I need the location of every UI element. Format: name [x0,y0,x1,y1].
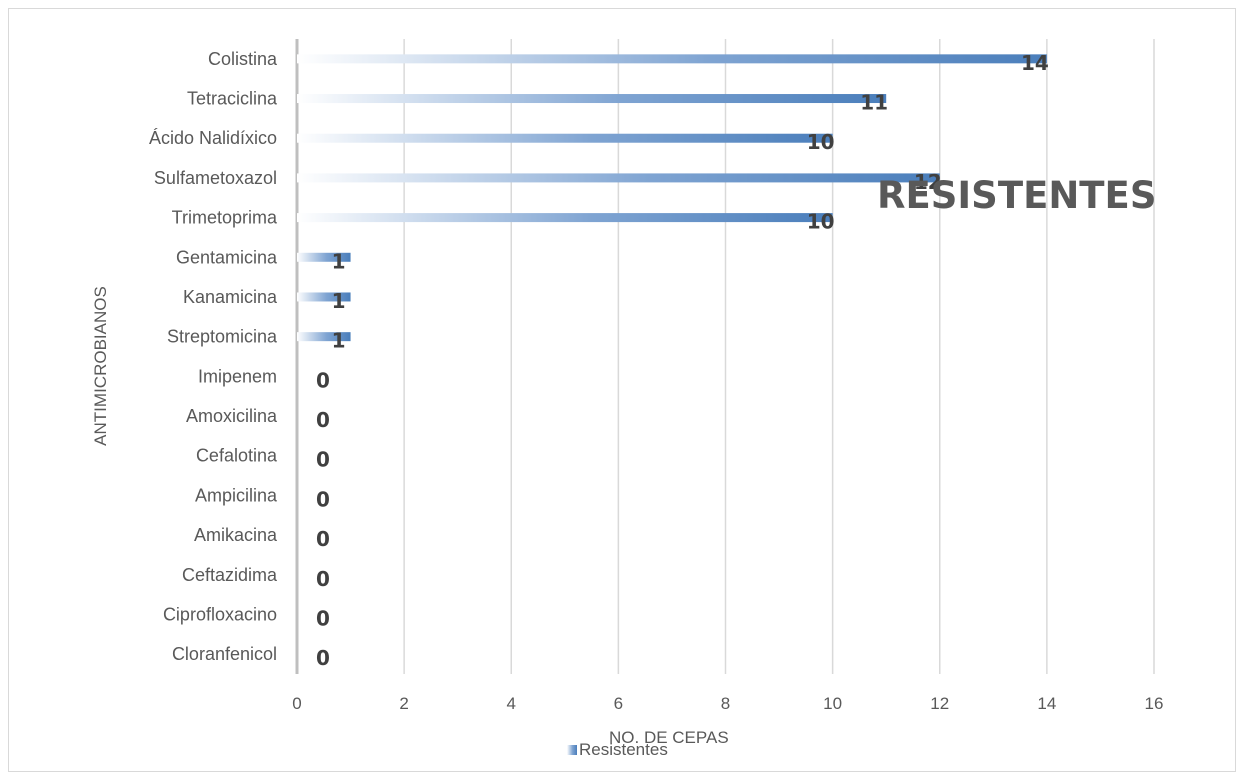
data-label: 0 [316,448,330,472]
bar [297,332,351,342]
x-tick-label: 14 [1037,694,1056,713]
category-label: Imipenem [198,366,277,386]
data-label: 1 [332,289,346,313]
data-label: 0 [316,646,330,670]
category-label: Sulfametoxazol [154,168,277,188]
data-label: 11 [860,91,888,115]
category-label: Tetraciclina [187,89,278,109]
category-label: Cloranfenicol [172,644,277,664]
category-label: Ceftazidima [182,565,278,585]
data-label: 12 [914,170,942,194]
data-label: 0 [316,487,330,511]
x-axis-title: NO. DE CEPAS [609,728,729,747]
legend-swatch [567,745,577,755]
bar [297,133,833,143]
y-axis-title: ANTIMICROBIANOS [91,286,110,446]
data-label: 14 [1021,51,1049,75]
data-label: 10 [807,130,835,154]
x-tick-label: 0 [292,694,301,713]
legend-label: Resistentes [579,740,668,759]
bar [297,252,351,262]
bar [297,292,351,302]
data-label: 0 [316,368,330,392]
category-label: Ampicilina [195,485,278,505]
x-tick-label: 6 [614,694,623,713]
bar [297,54,1047,64]
gridlines [295,39,1155,674]
data-label: 0 [316,408,330,432]
category-label: Ciprofloxacino [163,604,277,624]
category-label: Trimetoprima [172,208,278,228]
data-label: 1 [332,249,346,273]
category-label: Colistina [208,49,278,69]
category-label: Cefalotina [196,446,278,466]
bar [297,94,887,104]
bar [297,213,833,223]
chart-area: Colistina Tetraciclina Ácido Nalidíxico Sul… [8,8,1236,772]
x-tick-label: 16 [1145,694,1164,713]
x-tick-label: 4 [507,694,516,713]
x-tick-label: 2 [399,694,408,713]
bar-chart: Colistina Tetraciclina Ácido Nalidíxico Sul… [91,39,1163,759]
data-label: 10 [807,210,835,234]
data-label: 0 [316,606,330,630]
x-tick-label: 10 [823,694,842,713]
legend: Resistentes [567,740,668,759]
x-tick-labels: 0 2 4 6 8 10 12 14 16 [292,694,1163,713]
category-label: Amoxicilina [186,406,278,426]
x-tick-label: 12 [930,694,949,713]
data-label: 0 [316,527,330,551]
bar [297,173,940,183]
category-label: Streptomicina [167,327,278,347]
category-label: Ácido Nalidíxico [149,128,277,148]
category-label: Gentamicina [176,247,278,267]
category-label: Kanamicina [183,287,278,307]
category-labels: Colistina Tetraciclina Ácido Nalidíxico Sul… [149,49,278,664]
data-label: 0 [316,567,330,591]
data-label: 1 [332,329,346,353]
chart-title: RESISTENTES [877,174,1156,217]
bars [297,54,1047,342]
category-label: Amikacina [194,525,278,545]
x-tick-label: 8 [721,694,730,713]
